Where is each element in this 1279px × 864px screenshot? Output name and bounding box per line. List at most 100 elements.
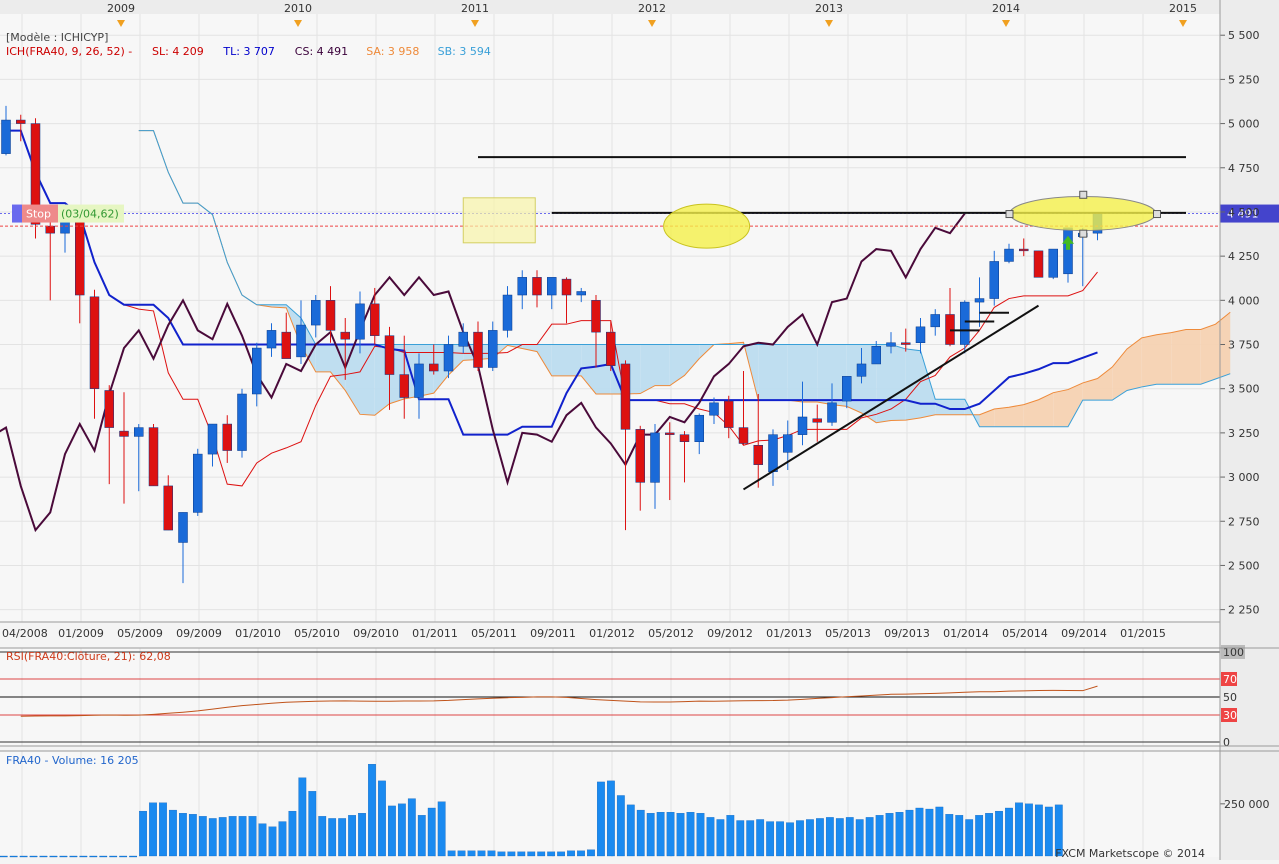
price-axis-label: 2 750 <box>1228 515 1260 528</box>
candle-body <box>665 432 675 435</box>
kumo-segment <box>522 344 537 352</box>
last-price-badge <box>1220 204 1279 223</box>
candle <box>886 332 896 354</box>
kumo-segment <box>1127 337 1142 391</box>
volume-bar <box>417 815 426 857</box>
candle-body <box>886 342 896 347</box>
kumo-segment <box>920 350 936 418</box>
candle-body <box>488 330 498 368</box>
volume-bar <box>865 817 874 857</box>
candle-body <box>753 445 763 465</box>
candle <box>443 335 454 379</box>
volume-bar <box>477 850 486 857</box>
ellipse-handle[interactable] <box>1005 210 1014 219</box>
volume-bar <box>766 821 775 857</box>
candle-body <box>340 331 350 340</box>
chikou-span-line <box>0 212 966 533</box>
price-axis-label: 5 250 <box>1228 73 1260 86</box>
date-tick-label: 05/2011 <box>471 627 517 640</box>
year-tick-label: 2010 <box>284 2 312 15</box>
kumo-segment <box>315 344 331 372</box>
candle-body <box>429 363 439 372</box>
volume-bar <box>547 851 556 857</box>
kumo-segment <box>1141 334 1157 387</box>
date-tick-label: 05/2014 <box>1002 627 1048 640</box>
candle-body <box>635 429 645 483</box>
volume-bar <box>656 812 665 857</box>
volume-bar <box>467 850 476 857</box>
kumo-segment <box>566 344 582 376</box>
highlight-ellipse[interactable] <box>663 203 751 249</box>
stop-badge[interactable] <box>22 204 58 223</box>
volume-bar <box>278 821 287 857</box>
volume-bar <box>636 809 645 857</box>
kumo-segment <box>669 344 685 386</box>
volume-bar <box>9 855 18 858</box>
volume-bar <box>975 815 984 857</box>
candle <box>738 371 749 446</box>
volume-bar <box>567 850 575 857</box>
volume-bar <box>397 803 406 857</box>
candle-body <box>1063 227 1073 275</box>
highlight-box[interactable] <box>462 197 536 244</box>
candle <box>399 335 409 419</box>
candle <box>1048 248 1058 280</box>
date-tick-label: 01/2013 <box>766 627 812 640</box>
date-tick-label: 09/2011 <box>530 627 576 640</box>
volume-bar <box>129 855 138 858</box>
candle-body <box>399 374 409 398</box>
volume-bar <box>587 849 595 857</box>
watermark: FXCM Marketscope © 2014 <box>1055 847 1205 860</box>
candle <box>252 342 262 407</box>
candle <box>797 381 808 446</box>
volume-bar <box>1034 804 1043 857</box>
kumo-segment <box>581 344 596 394</box>
candle <box>458 323 468 354</box>
ellipse-handle[interactable] <box>1079 229 1088 238</box>
candle-body <box>856 363 867 377</box>
candle-body <box>591 300 601 333</box>
rsi-axis-label: 30 <box>1223 709 1237 722</box>
stop-date-label: (03/04,62) <box>61 208 119 221</box>
candle <box>901 328 911 352</box>
candle-body <box>473 331 483 368</box>
candle-body <box>237 393 247 451</box>
kumo-segment <box>950 399 965 415</box>
ellipse-handle[interactable] <box>1079 190 1088 199</box>
volume-bar <box>139 810 147 857</box>
volume-bar <box>905 809 914 857</box>
price-axis-label: 3 750 <box>1228 339 1260 352</box>
trendline[interactable] <box>742 304 1040 491</box>
volume-bar <box>1025 803 1033 857</box>
highlight-ellipse[interactable] <box>1009 196 1157 232</box>
volume-bar <box>875 815 884 857</box>
kumo-segment <box>1053 389 1068 427</box>
volume-bar <box>955 815 964 857</box>
volume-bar <box>925 808 934 857</box>
date-tick-label: 01/2011 <box>412 627 458 640</box>
volume-bar <box>995 810 1003 857</box>
volume-bar <box>517 851 526 857</box>
date-tick-label: 01/2010 <box>235 627 281 640</box>
rsi-axis-label: 0 <box>1223 736 1230 749</box>
candle-body <box>16 119 26 124</box>
volume-bar <box>825 817 834 857</box>
model-label: [Modèle : ICHICYP] <box>6 31 108 44</box>
candle <box>89 289 100 419</box>
price-plot-background <box>0 14 1220 622</box>
senkou-span-a-line <box>138 130 1231 424</box>
candle <box>989 250 999 306</box>
rsi-level-badge <box>1221 708 1237 722</box>
stop-marker-handle[interactable] <box>12 204 22 223</box>
volume-bar <box>577 850 585 857</box>
volume-bar <box>358 813 366 857</box>
volume-bar <box>368 764 376 857</box>
volume-bar <box>606 780 615 857</box>
kumo-segment <box>345 344 360 415</box>
kumo-segment <box>1009 404 1024 427</box>
volume-bar <box>646 813 655 857</box>
candle <box>591 295 601 368</box>
ellipse-handle[interactable] <box>1153 210 1161 219</box>
candle-body <box>384 335 395 375</box>
